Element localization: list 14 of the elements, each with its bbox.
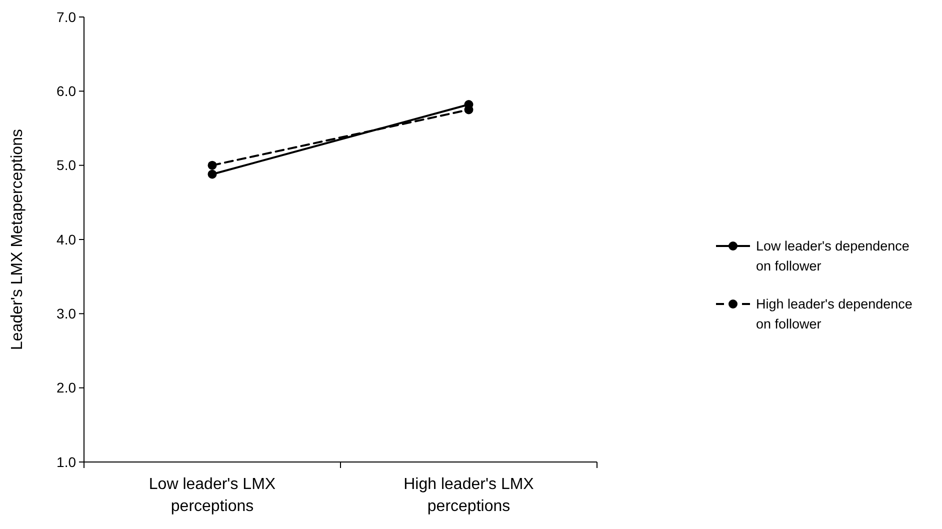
legend-label: High leader's dependence on follower: [756, 296, 912, 332]
y-tick-label: 7.0: [56, 8, 76, 25]
y-tick-label: 2.0: [56, 380, 76, 396]
point: [208, 170, 217, 179]
y-tick-label: 6.0: [56, 83, 76, 100]
x-tick-label: High leader's LMX perceptions: [404, 476, 534, 515]
y-tick-label: 3.0: [56, 306, 76, 322]
legend-label: Low leader's dependence on follower: [756, 238, 910, 274]
y-tick-label: 5.0: [56, 157, 76, 174]
point: [208, 160, 217, 170]
y-tick-label: 1.0: [56, 454, 76, 470]
y-axis-title: Leader's LMX Metaperceptions: [9, 129, 26, 350]
x-tick-label: Low leader's LMX perceptions: [148, 476, 276, 515]
y-tick-label: 4.0: [56, 231, 76, 248]
